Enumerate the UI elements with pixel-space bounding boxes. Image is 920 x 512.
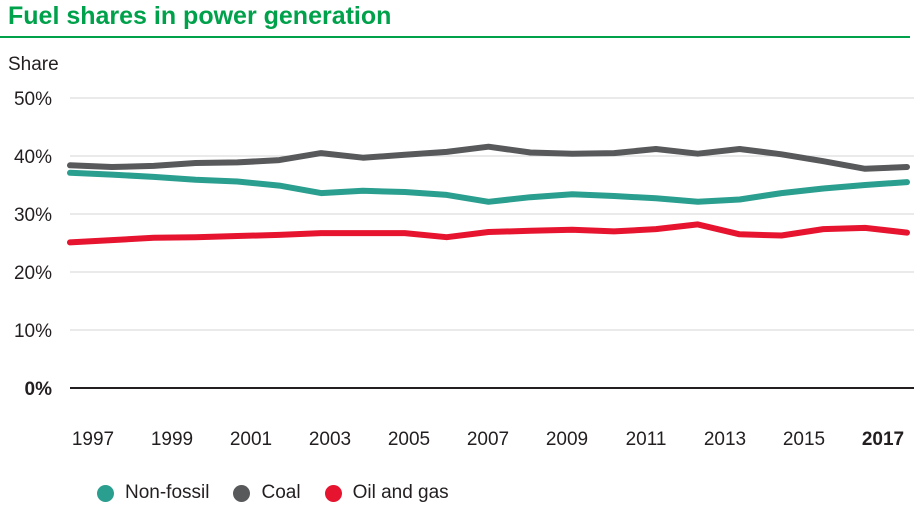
y-tick-label-50: 50% bbox=[14, 89, 52, 110]
y-tick-label-0: 0% bbox=[25, 379, 53, 400]
y-tick-label-10: 10% bbox=[14, 321, 52, 342]
x-tick-label-2013: 2013 bbox=[704, 429, 746, 450]
x-tick-label-1997: 1997 bbox=[72, 429, 114, 450]
series-line-coal bbox=[67, 143, 910, 172]
x-tick-label-2011: 2011 bbox=[626, 429, 667, 450]
chart-legend: Non-fossil Coal Oil and gas bbox=[97, 482, 449, 504]
fuel-shares-line-chart: Share 50% 40% 30% 20% 10% 0% 1997 1999 2001 2003 20… bbox=[8, 54, 914, 450]
legend-label: Non-fossil bbox=[125, 482, 210, 503]
series-line-non-fossil bbox=[67, 169, 910, 205]
y-tick-label-20: 20% bbox=[14, 263, 52, 284]
x-tick-label-2001: 2001 bbox=[230, 429, 272, 450]
x-tick-label-2007: 2007 bbox=[467, 429, 509, 450]
title-underline-rule bbox=[0, 36, 910, 38]
legend-dot-icon bbox=[97, 484, 114, 502]
x-tick-label-2009: 2009 bbox=[546, 429, 588, 450]
x-tick-label-2015: 2015 bbox=[783, 429, 825, 450]
page-title: Fuel shares in power generation bbox=[8, 2, 392, 30]
legend-dot-icon bbox=[324, 484, 342, 502]
legend-dot-icon bbox=[233, 484, 251, 502]
series-line-oil-and-gas bbox=[67, 221, 910, 246]
y-tick-label-40: 40% bbox=[14, 147, 52, 168]
x-tick-label-1999: 1999 bbox=[151, 429, 193, 450]
y-axis-caption: Share bbox=[8, 54, 59, 75]
x-tick-label-2005: 2005 bbox=[388, 429, 430, 450]
y-tick-label-30: 30% bbox=[14, 205, 52, 226]
x-tick-label-2003: 2003 bbox=[309, 429, 351, 450]
legend-item-oil-and-gas: Oil and gas bbox=[324, 482, 449, 504]
legend-item-coal: Coal bbox=[233, 482, 301, 504]
legend-label: Oil and gas bbox=[352, 482, 449, 503]
x-tick-label-2017: 2017 bbox=[862, 429, 904, 450]
legend-label: Coal bbox=[261, 482, 301, 503]
legend-item-non-fossil: Non-fossil bbox=[97, 482, 209, 504]
